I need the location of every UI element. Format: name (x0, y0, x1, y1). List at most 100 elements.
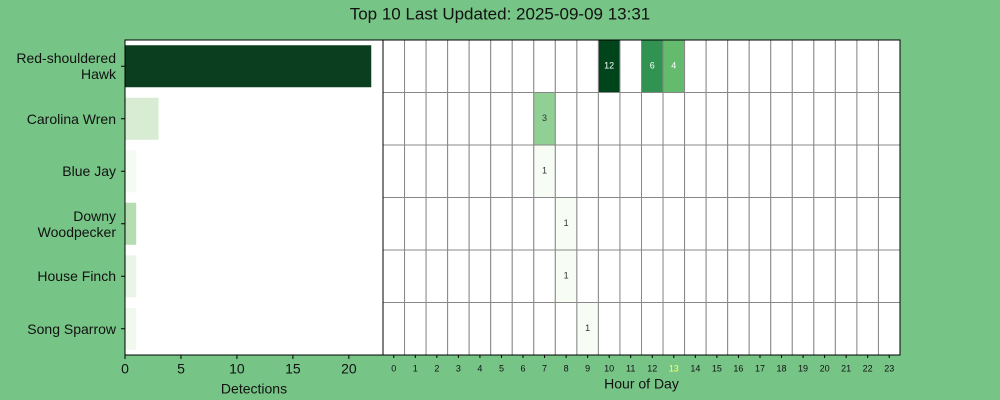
heat-cell (619, 249, 642, 303)
heat-cell (748, 197, 772, 251)
bar (125, 255, 137, 298)
x-tick-label: 12 (647, 363, 657, 373)
bar (125, 307, 137, 350)
heat-cell (770, 144, 793, 198)
x-tick-label: 5 (499, 363, 504, 373)
heat-cell (490, 302, 513, 356)
cell-label: 1 (585, 323, 590, 333)
heat-cell (791, 144, 815, 198)
x-tick-label: 23 (884, 363, 894, 373)
bar (125, 150, 137, 193)
heat-cell (619, 302, 642, 356)
x-tick-label: 9 (585, 363, 590, 373)
heat-cell (684, 302, 707, 356)
heat-cell (834, 302, 858, 356)
heat-cell (511, 249, 535, 303)
heat-cell (813, 249, 836, 303)
heat-cell (856, 302, 879, 356)
heat-cell (425, 39, 449, 93)
x-tick-label: 1 (413, 363, 418, 373)
heat-cell (447, 249, 470, 303)
heat-cell (877, 144, 901, 198)
heat-cell (834, 249, 858, 303)
heat-cell (727, 249, 750, 303)
heat-cell (447, 144, 470, 198)
bar (125, 202, 137, 245)
heat-cell (705, 249, 729, 303)
heat-cell (619, 144, 642, 198)
heat-cell (705, 197, 729, 251)
heat-cell (791, 249, 815, 303)
heat-cell (533, 302, 556, 356)
heat-cell (404, 144, 427, 198)
heat-cell (619, 197, 642, 251)
chart-title: Top 10 Last Updated: 2025-09-09 13:31 (350, 4, 651, 23)
heat-cell (490, 92, 513, 146)
heat-cell (382, 92, 406, 146)
heat-cell (425, 92, 449, 146)
x-tick-label: 15 (712, 363, 722, 373)
heat-cell (468, 144, 492, 198)
heat-cell (770, 197, 793, 251)
heat-cell (425, 249, 449, 303)
y-tick-label: Song Sparrow (27, 320, 116, 337)
x-tick-label: 20 (341, 361, 357, 377)
x-tick-label: 15 (285, 361, 301, 377)
x-tick-label: 17 (755, 363, 765, 373)
heat-cell (404, 249, 427, 303)
x-tick-label: 8 (564, 363, 569, 373)
heat-cell (770, 39, 793, 93)
heat-cell (877, 249, 901, 303)
heat-cell (877, 39, 901, 93)
cell-label: 1 (564, 271, 569, 281)
heat-cell (791, 39, 815, 93)
heat-cell (770, 249, 793, 303)
heat-cell (619, 92, 642, 146)
cell-label: 1 (542, 166, 547, 176)
heat-cell (382, 197, 406, 251)
heat-cell (727, 92, 750, 146)
heat-cell (748, 302, 772, 356)
x-tick-label: 22 (863, 363, 873, 373)
heat-cell (533, 39, 556, 93)
heat-cell (813, 197, 836, 251)
heat-cell (856, 249, 879, 303)
x-tick-label: 21 (841, 363, 851, 373)
heat-cell (511, 302, 535, 356)
heat-cell (748, 92, 772, 146)
heat-cell (382, 249, 406, 303)
heat-cell (490, 249, 513, 303)
bar (125, 45, 372, 88)
heat-cell (791, 197, 815, 251)
heat-cell (834, 39, 858, 93)
x-tick-label: 0 (391, 363, 396, 373)
heat-cell (791, 92, 815, 146)
heat-cell (791, 302, 815, 356)
heat-cell (705, 302, 729, 356)
heat-cell (834, 144, 858, 198)
heat-cell (382, 302, 406, 356)
x-tick-label: 13 (669, 363, 679, 373)
heat-cell (468, 302, 492, 356)
heat-cell (662, 249, 686, 303)
heat-cell (554, 39, 578, 93)
heat-cell (684, 92, 707, 146)
heat-cell (511, 92, 535, 146)
heat-cell (877, 302, 901, 356)
heat-cell (382, 39, 406, 93)
plot-area (125, 40, 383, 355)
heat-cell (877, 92, 901, 146)
plot-frame (382, 39, 901, 356)
heat-cell (447, 39, 470, 93)
heat-cell (662, 197, 686, 251)
y-tick-label: Red-shouldered Hawk (16, 50, 116, 83)
heat-cell (576, 249, 599, 303)
heat-cell (619, 39, 642, 93)
cell-label: 4 (671, 61, 676, 71)
heat-cell (813, 144, 836, 198)
heat-cell (597, 302, 621, 356)
heat-cell (705, 92, 729, 146)
heat-cell (641, 249, 664, 303)
heat-cell (684, 249, 707, 303)
heat-cell (576, 144, 599, 198)
